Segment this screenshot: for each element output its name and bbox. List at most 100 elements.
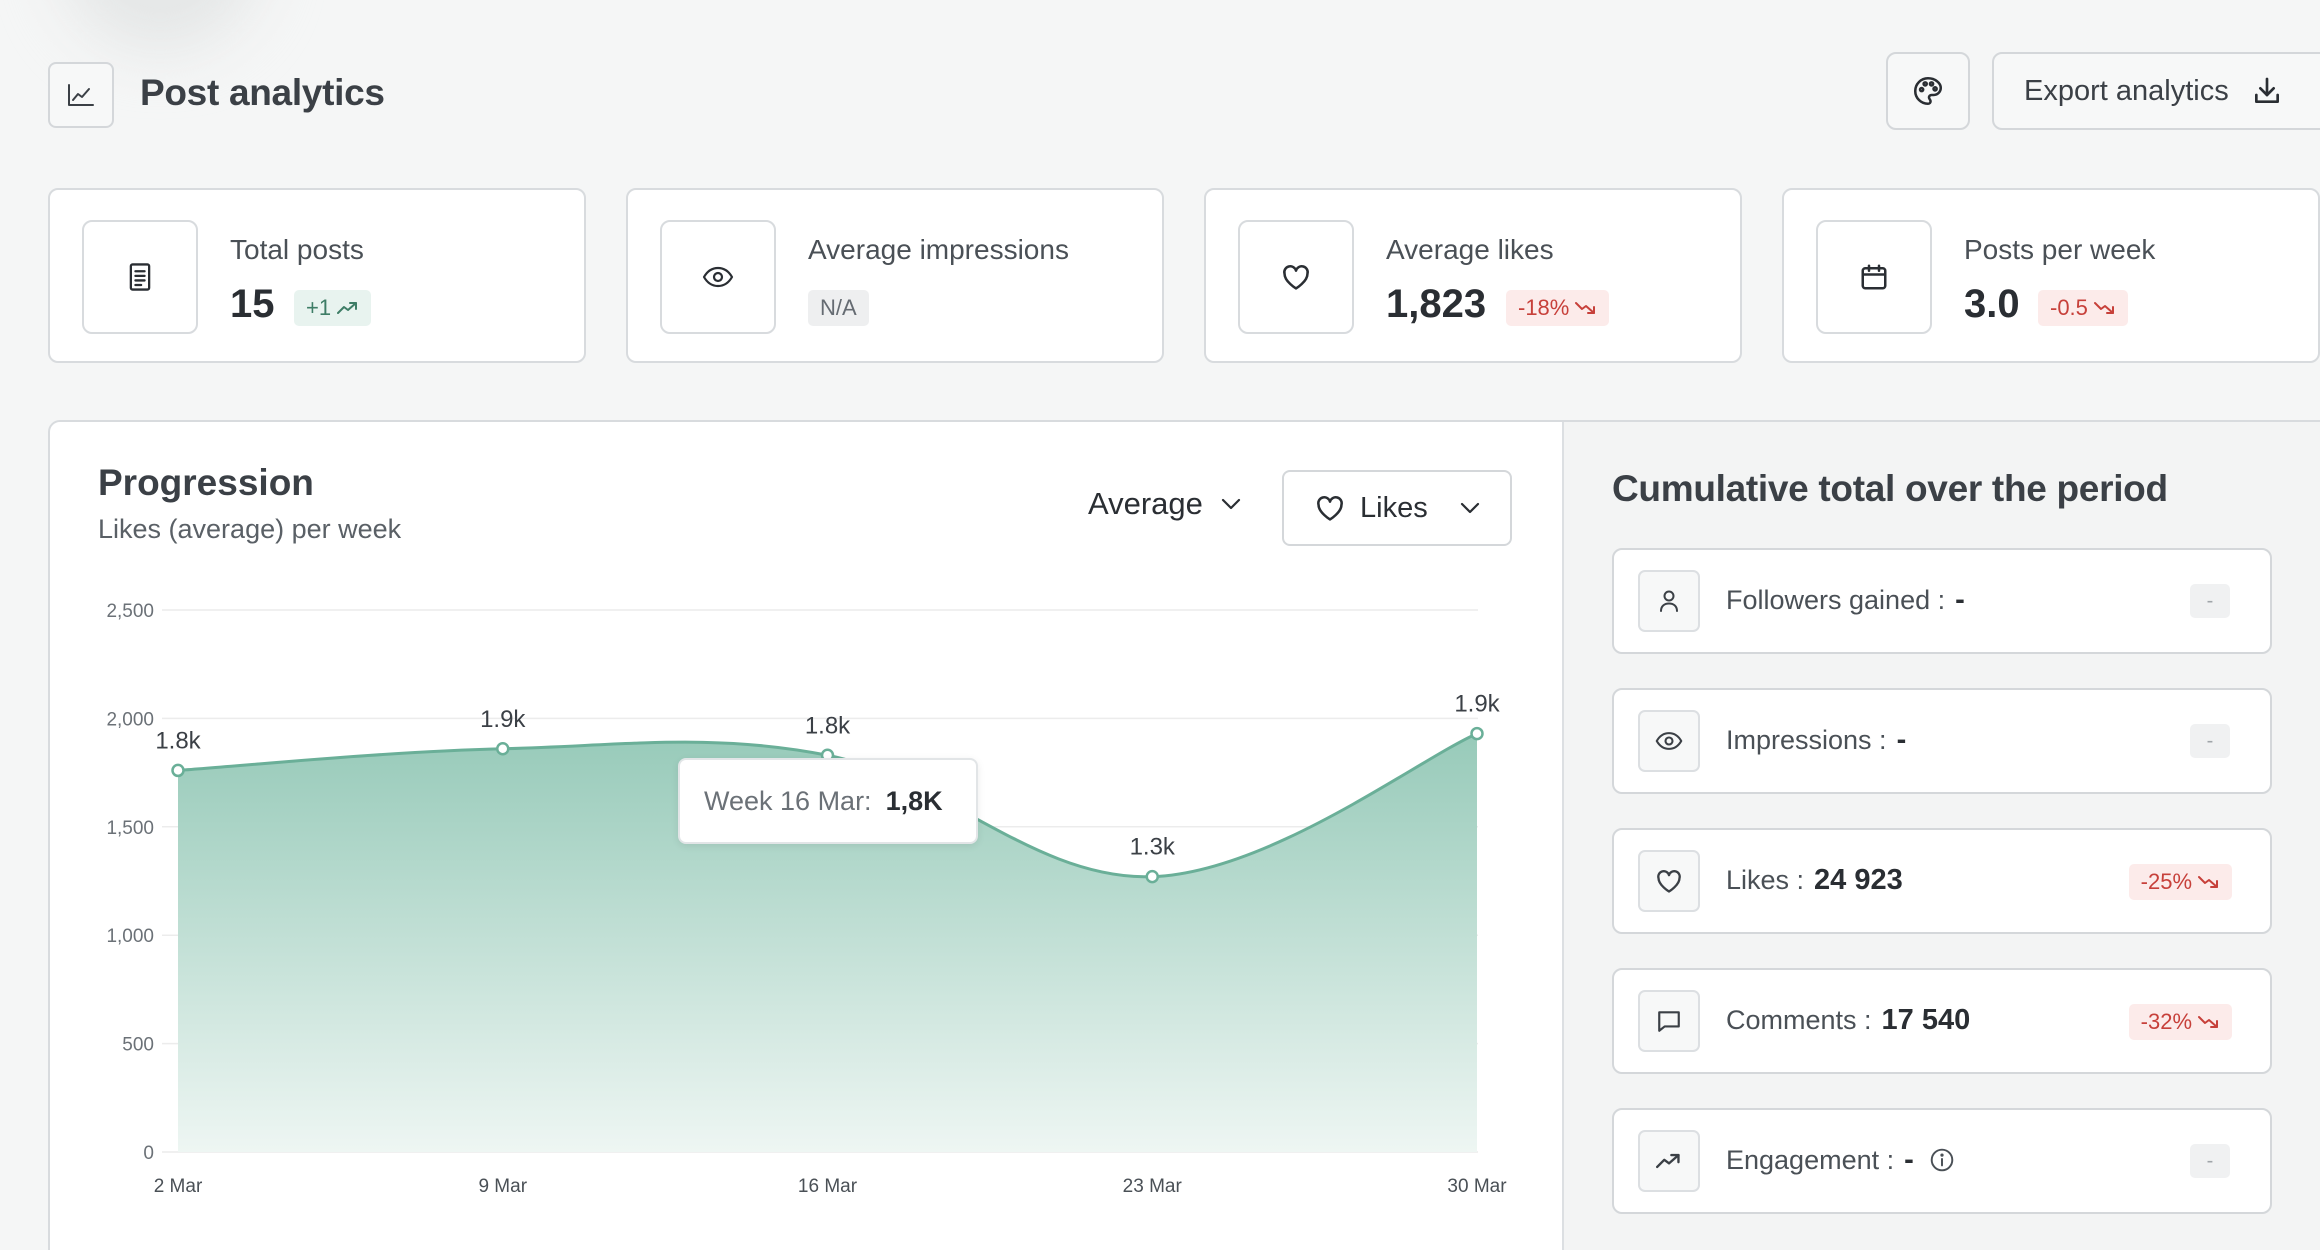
trending-up-icon	[337, 302, 358, 314]
metric-value: -	[1904, 1144, 1914, 1176]
metric-label: Followers gained :-	[1726, 584, 1965, 617]
trend-badge: -0.5	[2038, 290, 2128, 326]
data-label: 1.8k	[805, 712, 851, 739]
progression-chart: 0 500 1,000 1,500 2,000 2,500 1.8k 2 Mar 1.9k 9 M…	[106, 601, 1507, 1197]
stat-card-average-impressions: Average impressions N/A	[626, 188, 1164, 363]
export-analytics-button[interactable]: Export analytics	[1992, 52, 2320, 130]
data-label: 1.9k	[480, 706, 526, 733]
stat-label: Average impressions	[808, 234, 1069, 265]
document-icon	[82, 220, 198, 334]
trending-up-icon	[1638, 1130, 1700, 1192]
progression-section: 0 500 1,000 1,500 2,000 2,500 1.8k 2 Mar 1.9k 9 M…	[50, 422, 1562, 1250]
y-tick-label: 2,000	[106, 709, 154, 730]
stat-card-total-posts: Total posts 15 +1	[48, 188, 586, 363]
badge-text: -0.5	[2050, 295, 2088, 320]
trending-down-icon	[2198, 876, 2218, 888]
metric-row-impressions: Impressions :- -	[1612, 688, 2272, 794]
metric-row-engagement: Engagement :- -	[1612, 1108, 2272, 1214]
theme-button[interactable]	[1886, 52, 1970, 130]
metric-value: 17 540	[1881, 1004, 1971, 1036]
background-blob	[60, 0, 260, 50]
metric-value: Likes	[1360, 491, 1428, 524]
data-point	[1145, 869, 1159, 884]
eye-icon	[1638, 710, 1700, 772]
trend-badge: +1	[294, 290, 372, 326]
trend-badge: -32%	[2128, 1004, 2232, 1040]
aggregation-select[interactable]: Average	[1088, 486, 1241, 522]
progression-title: Progression	[98, 462, 314, 503]
data-label: 1.8k	[155, 727, 201, 754]
eye-icon	[660, 220, 776, 334]
metric-label-text: Comments :	[1726, 1005, 1872, 1035]
metric-value: -	[1955, 584, 1965, 616]
aggregation-value: Average	[1088, 486, 1203, 521]
y-tick-label: 2,500	[106, 601, 154, 622]
y-tick-label: 500	[122, 1035, 154, 1056]
metric-label-text: Impressions :	[1726, 725, 1887, 755]
comment-icon	[1638, 990, 1700, 1052]
x-tick-label: 30 Mar	[1447, 1176, 1507, 1197]
chart-tooltip: Week 16 Mar: 1,8K	[678, 758, 978, 844]
y-tick-label: 0	[143, 1143, 154, 1164]
na-badge: N/A	[808, 290, 869, 326]
data-point	[496, 742, 510, 756]
stat-card-posts-per-week: Posts per week 3.0 -0.5	[1782, 188, 2320, 363]
badge-text: N/A	[820, 295, 857, 320]
metric-label: Impressions :-	[1726, 724, 1906, 757]
metric-row-followers: Followers gained :- -	[1612, 548, 2272, 654]
metric-row-likes: Likes : 24 923 -25%	[1612, 828, 2272, 934]
x-tick-label: 9 Mar	[478, 1176, 527, 1197]
data-label: 1.9k	[1454, 691, 1500, 718]
trend-badge: -	[2190, 584, 2230, 618]
download-icon	[2254, 77, 2279, 103]
metric-label-text: Engagement :	[1726, 1145, 1895, 1175]
calendar-icon	[1816, 220, 1932, 334]
data-point	[171, 763, 185, 778]
tooltip-label: Week 16 Mar:	[704, 785, 872, 816]
trend-badge: -18%	[1506, 290, 1610, 326]
badge-text: -25%	[2140, 869, 2192, 894]
badge-text: -32%	[2140, 1009, 2192, 1034]
stat-label: Average likes	[1386, 234, 1554, 265]
x-tick-label: 23 Mar	[1123, 1176, 1183, 1197]
data-point	[1470, 726, 1484, 741]
stat-label: Total posts	[230, 234, 364, 265]
stat-label: Posts per week	[1964, 234, 2156, 265]
info-icon[interactable]	[1929, 1147, 1955, 1173]
area-fill	[178, 733, 1477, 1152]
trend-badge: -	[2190, 1144, 2230, 1178]
metric-value: -	[1896, 724, 1907, 756]
trend-badge: -25%	[2128, 864, 2232, 900]
heart-icon	[1317, 496, 1343, 521]
metric-label-text: Likes :	[1726, 865, 1805, 895]
metric-label-text: Followers gained :	[1726, 585, 1946, 615]
y-tick-label: 1,000	[106, 926, 154, 947]
cumulative-title: Cumulative total over the period	[1612, 468, 2168, 509]
stat-value: 1,823	[1386, 282, 1487, 326]
metric-row-comments: Comments : 17 540 -32%	[1612, 968, 2272, 1074]
trending-down-icon	[2198, 1016, 2218, 1028]
heart-icon	[1638, 850, 1700, 912]
palette-icon	[1913, 76, 1943, 106]
user-icon	[1638, 570, 1700, 632]
progression-subtitle: Likes (average) per week	[98, 514, 402, 544]
chevron-down-icon	[1460, 502, 1479, 514]
page-title: Post analytics	[140, 72, 385, 113]
metric-label: Likes : 24 923	[1726, 864, 1903, 897]
metric-value: 24 923	[1814, 864, 1903, 896]
trend-badge: -	[2190, 724, 2230, 758]
line-chart-icon	[48, 62, 114, 128]
metric-select[interactable]: Likes	[1282, 470, 1512, 546]
chevron-down-icon	[1221, 498, 1241, 510]
stat-card-average-likes: Average likes 1,823 -18%	[1204, 188, 1742, 363]
metric-label: Comments : 17 540	[1726, 1004, 1970, 1037]
analytics-panel: 0 500 1,000 1,500 2,000 2,500 1.8k 2 Mar 1.9k 9 M…	[48, 420, 2320, 1250]
heart-icon	[1238, 220, 1354, 334]
export-label: Export analytics	[2024, 74, 2229, 107]
cumulative-section: Cumulative total over the period Followe…	[1562, 422, 2320, 1250]
stat-value: 15	[230, 282, 275, 326]
trending-down-icon	[2093, 302, 2114, 314]
data-label: 1.3k	[1130, 834, 1176, 861]
tooltip-value: 1,8K	[885, 785, 943, 816]
x-tick-label: 2 Mar	[154, 1176, 203, 1197]
